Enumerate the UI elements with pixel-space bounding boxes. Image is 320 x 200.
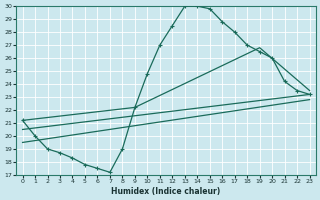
X-axis label: Humidex (Indice chaleur): Humidex (Indice chaleur) (111, 187, 221, 196)
